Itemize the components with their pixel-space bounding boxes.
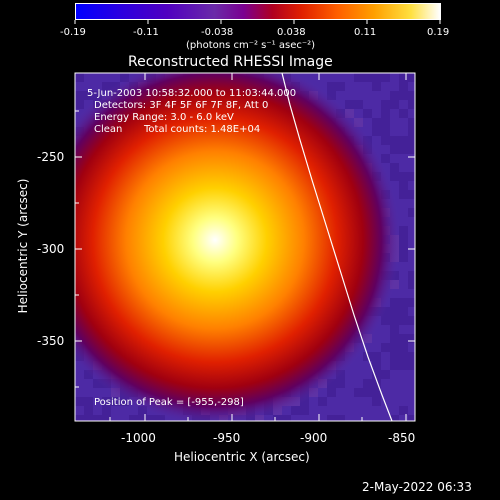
image-title: Reconstructed RHESSI Image — [128, 54, 333, 70]
energy-range-text: Energy Range: 3.0 - 6.0 keV — [94, 112, 234, 123]
colorbar-units: (photons cm⁻² s⁻¹ asec⁻²) — [186, 40, 316, 51]
colorbar — [75, 3, 441, 20]
y-tick-label: -300 — [37, 242, 65, 256]
time-range-text: 5-Jun-2003 10:58:32.000 to 11:03:44.000 — [87, 88, 297, 99]
x-tick-label: -900 — [300, 431, 328, 445]
colorbar-tick-label: 0.11 — [354, 27, 377, 38]
y-ticks — [75, 110, 415, 388]
peak-position-text: Position of Peak = [-955,-298] — [94, 397, 244, 408]
y-tick-label: -250 — [37, 150, 65, 164]
colorbar-tick-label: -0.038 — [201, 27, 234, 38]
solar-limb-line — [281, 73, 393, 421]
colorbar-tick-label: -0.19 — [60, 27, 86, 38]
detectors-text: Detectors: 3F 4F 5F 6F 7F 8F, Att 0 — [94, 100, 269, 111]
y-tick-label: -350 — [37, 334, 65, 348]
colorbar-tick-label: 0.038 — [277, 27, 306, 38]
clean-text: Clean — [94, 124, 123, 135]
x-tick-label: -850 — [388, 431, 416, 445]
x-axis-label: Heliocentric X (arcsec) — [174, 450, 310, 464]
colorbar-ticks — [74, 20, 441, 24]
timestamp: 2-May-2022 06:33 — [362, 480, 472, 494]
plot-frame — [74, 72, 416, 422]
total-counts-text: Total counts: 1.48E+04 — [144, 124, 261, 135]
x-tick-label: -950 — [213, 431, 241, 445]
colorbar-tick-label: 0.19 — [427, 27, 450, 38]
x-ticks — [109, 73, 407, 421]
x-tick-label: -1000 — [121, 431, 156, 445]
colorbar-tick-label: -0.11 — [133, 27, 159, 38]
y-axis-label: Heliocentric Y (arcsec) — [16, 178, 30, 314]
